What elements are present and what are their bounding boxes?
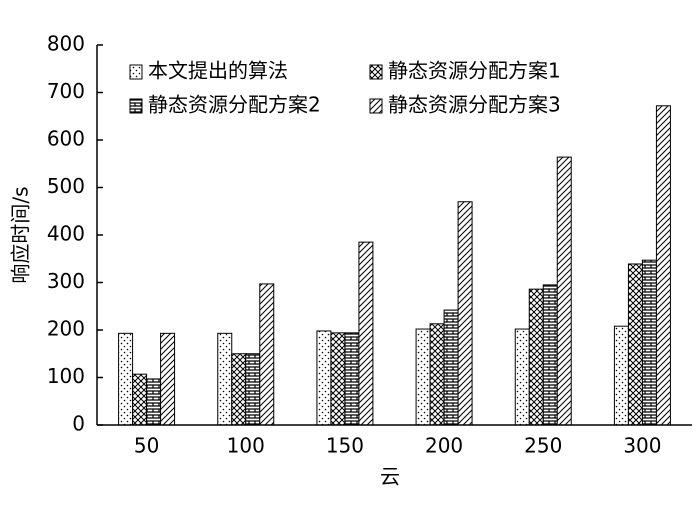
- x-tick-label: 200: [425, 434, 463, 458]
- bar: [542, 284, 558, 426]
- legend-swatch: [369, 98, 383, 114]
- bar: [231, 353, 247, 426]
- y-tick-label: 300: [47, 269, 85, 293]
- bar: [118, 332, 134, 426]
- bar: [528, 288, 544, 426]
- y-tick-label: 600: [47, 127, 85, 151]
- x-tick-label: 150: [326, 434, 364, 458]
- bar: [160, 332, 176, 426]
- bar: [316, 330, 332, 426]
- bar: [613, 325, 629, 426]
- bar: [457, 201, 473, 426]
- bar: [556, 156, 572, 426]
- legend-swatch: [369, 64, 383, 80]
- bar: [146, 378, 162, 426]
- y-tick-label: 0: [72, 412, 85, 436]
- bar: [655, 105, 671, 426]
- y-tick-label: 200: [47, 317, 85, 341]
- x-tick-label: 100: [227, 434, 265, 458]
- bar: [132, 373, 148, 426]
- y-axis-label: 响应时间/s: [9, 186, 33, 283]
- x-axis-label: 云: [380, 465, 400, 489]
- legend-swatch: [129, 98, 143, 114]
- bar: [358, 241, 374, 426]
- legend-label: 本文提出的算法: [148, 59, 288, 83]
- bar: [429, 323, 445, 426]
- bar: [245, 353, 261, 426]
- bar: [443, 309, 459, 426]
- x-tick-label: 250: [524, 434, 562, 458]
- legend-label: 静态资源分配方案2: [148, 93, 321, 117]
- legend-label: 静态资源分配方案1: [388, 59, 561, 83]
- y-tick-label: 700: [47, 79, 85, 103]
- legend-label: 静态资源分配方案3: [388, 93, 561, 117]
- y-tick-label: 100: [47, 364, 85, 388]
- legend-swatch: [129, 64, 143, 80]
- bar: [259, 283, 275, 426]
- bar: [415, 328, 431, 426]
- bar: [217, 332, 233, 426]
- bar: [344, 332, 360, 426]
- x-tick-label: 300: [623, 434, 661, 458]
- y-tick-label: 500: [47, 174, 85, 198]
- bar: [627, 263, 643, 426]
- bar: [514, 328, 530, 426]
- bar: [330, 332, 346, 426]
- x-tick-label: 50: [134, 434, 159, 458]
- bar: [641, 259, 657, 426]
- y-tick-label: 800: [47, 32, 85, 56]
- y-tick-label: 400: [47, 222, 85, 246]
